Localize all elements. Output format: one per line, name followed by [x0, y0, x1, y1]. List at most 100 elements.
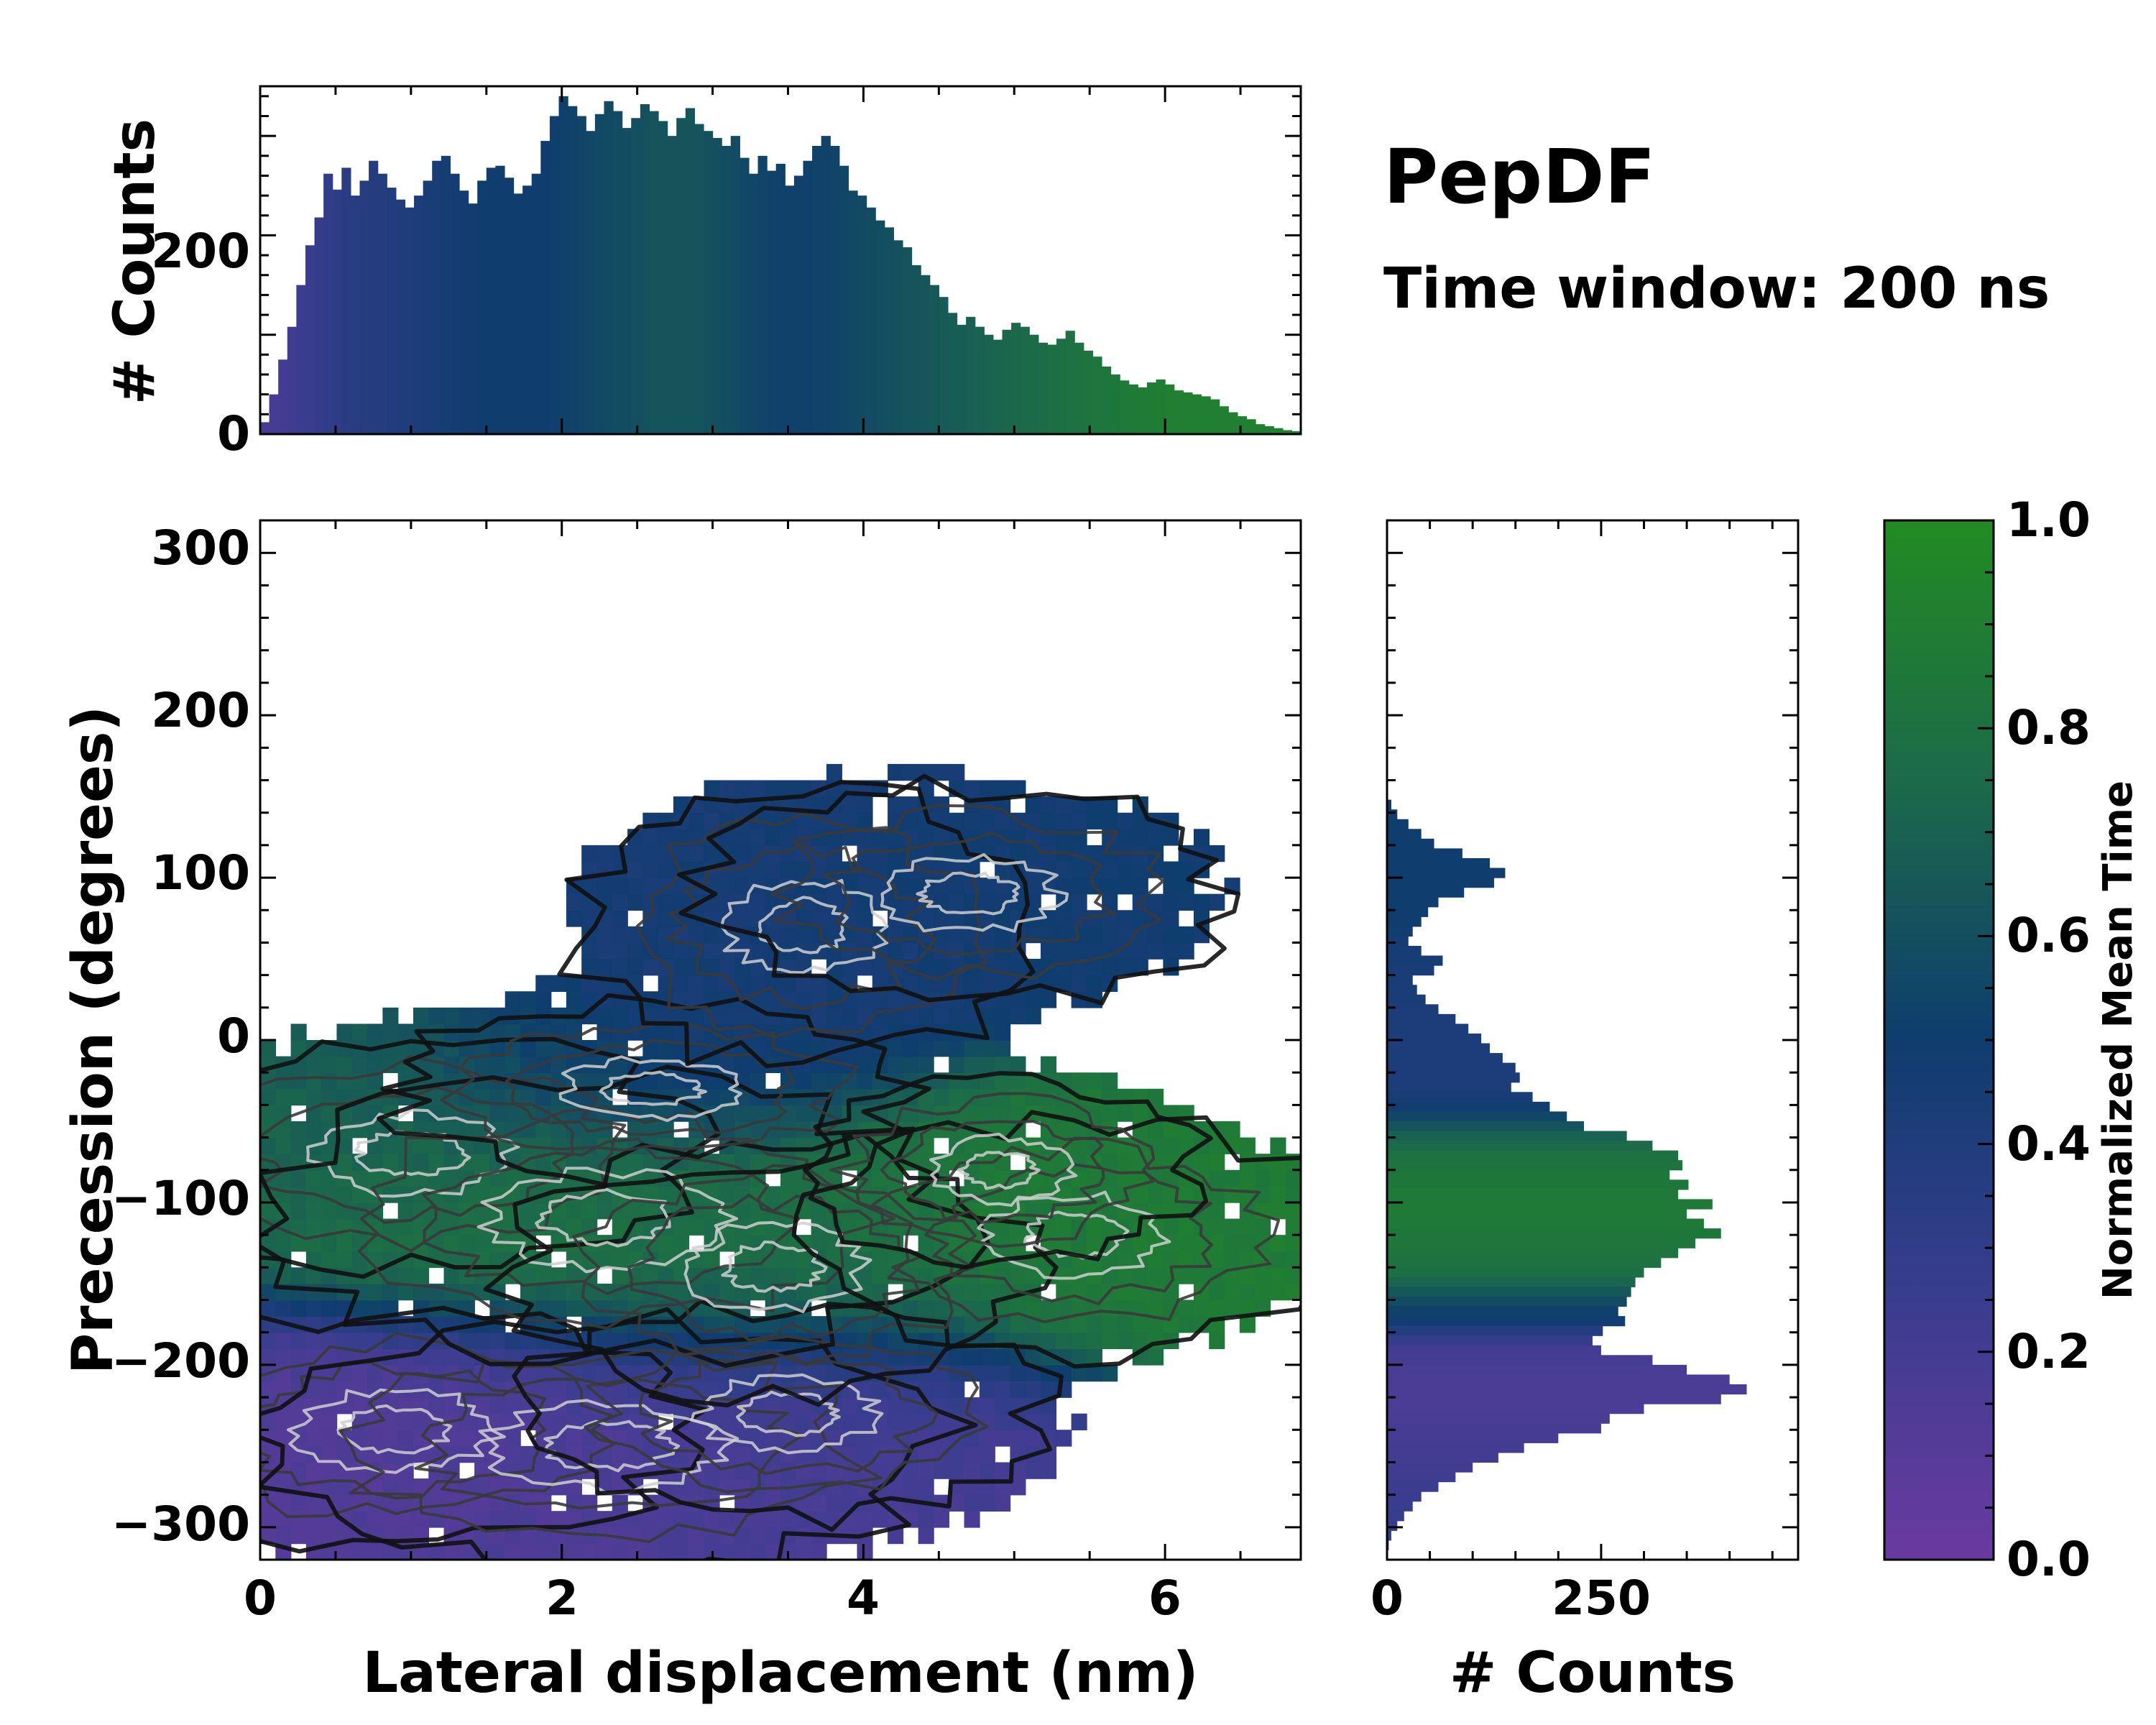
- heatmap-cell: [489, 1364, 506, 1382]
- heatmap-contour: [260, 1064, 990, 1368]
- top-histogram-bar: [1029, 334, 1039, 434]
- heatmap-cell: [1086, 1235, 1102, 1252]
- top-histogram-bar: [1065, 331, 1075, 434]
- colorbar-tick-label-0.2: 0.2: [2007, 1324, 2091, 1379]
- heatmap-cell: [765, 1251, 781, 1269]
- heatmap-cell: [1224, 1300, 1240, 1317]
- heatmap-cell: [1163, 829, 1179, 846]
- heatmap-cell: [367, 1072, 384, 1090]
- heatmap-cell: [290, 1348, 307, 1366]
- heatmap-cell: [1010, 845, 1026, 862]
- heatmap-cell: [734, 1154, 751, 1171]
- heatmap-cell: [750, 1154, 766, 1171]
- heatmap-cell: [857, 1007, 873, 1025]
- heatmap-cell: [382, 1430, 399, 1447]
- heatmap-cell: [489, 1105, 506, 1122]
- right-histogram-bar: [1387, 926, 1413, 937]
- heatmap-cell: [1148, 926, 1164, 944]
- right-histogram-bar: [1387, 1355, 1653, 1366]
- heatmap-cell: [382, 1283, 399, 1301]
- heatmap-cell: [857, 1056, 873, 1073]
- heatmap-cell: [489, 1543, 506, 1560]
- heatmap-cell: [1148, 1267, 1164, 1284]
- heatmap-cell: [474, 1235, 491, 1252]
- heatmap-cell: [903, 1413, 919, 1431]
- heatmap-cell: [811, 796, 827, 814]
- heatmap-cell: [750, 1527, 766, 1545]
- heatmap-cell: [1102, 893, 1118, 911]
- heatmap-cell: [1102, 1364, 1118, 1382]
- heatmap-cell: [1010, 829, 1026, 846]
- heatmap-cell: [275, 1332, 292, 1350]
- heatmap-cell: [1102, 1072, 1118, 1090]
- heatmap-contour: [665, 842, 937, 1011]
- right-xtick-label-250: 250: [1552, 1570, 1651, 1626]
- heatmap-cell: [780, 975, 797, 993]
- right-histogram-bar: [1387, 1404, 1644, 1414]
- heatmap-cell: [1025, 812, 1041, 830]
- heatmap-cell: [305, 1283, 322, 1301]
- main-ytick-label-0: 0: [217, 1008, 250, 1064]
- heatmap-cell: [918, 1413, 934, 1431]
- heatmap-cell: [949, 1494, 965, 1512]
- heatmap-cell: [979, 1056, 995, 1073]
- heatmap-contour: [690, 1373, 884, 1455]
- top-histogram: 0 200 # Counts: [103, 85, 1302, 461]
- heatmap-cell: [321, 1413, 338, 1431]
- top-histogram-bar: [287, 326, 297, 434]
- heatmap-cell: [1010, 1430, 1026, 1447]
- heatmap-cell: [857, 812, 873, 830]
- heatmap-cell: [459, 1364, 475, 1382]
- heatmap-contours: [260, 773, 1301, 1560]
- heatmap-cell: [857, 991, 873, 1008]
- heatmap-cell: [642, 926, 659, 944]
- heatmap-cell: [489, 1511, 506, 1528]
- heatmap-cell: [428, 1105, 445, 1122]
- heatmap-cell: [596, 1332, 613, 1350]
- heatmap-cell: [673, 926, 690, 944]
- heatmap-cell: [750, 1364, 766, 1382]
- heatmap-cell: [413, 1137, 430, 1154]
- heatmap-cell: [734, 1202, 751, 1220]
- heatmap-cell: [321, 1105, 338, 1122]
- right-histogram-bar: [1387, 897, 1439, 908]
- heatmap-cell: [1178, 1186, 1194, 1203]
- heatmap-cell: [321, 1381, 338, 1398]
- heatmap-cell: [1270, 1169, 1286, 1187]
- heatmap-cell: [857, 893, 873, 911]
- top-histogram-bar: [568, 106, 578, 434]
- heatmap-cell: [933, 829, 950, 846]
- right-histogram-bar: [1387, 829, 1422, 840]
- heatmap-cell: [1178, 893, 1194, 911]
- heatmap-cell: [888, 1478, 904, 1496]
- heatmap-cell: [305, 1430, 322, 1447]
- heatmap-cell: [688, 1007, 705, 1025]
- heatmap-cell: [321, 1235, 338, 1252]
- heatmap-cell: [550, 1511, 567, 1528]
- top-histogram-bar: [640, 104, 650, 434]
- right-histogram-bar: [1387, 1053, 1503, 1064]
- heatmap-cell: [336, 1154, 353, 1171]
- heatmap-cell: [1239, 1251, 1256, 1269]
- heatmap-cell: [1025, 1332, 1041, 1350]
- heatmap-cell: [382, 1007, 399, 1025]
- heatmap-cell: [734, 1445, 751, 1463]
- heatmap-cell: [581, 845, 598, 862]
- top-histogram-bar: [269, 394, 279, 434]
- heatmap-cell: [979, 1105, 995, 1122]
- heatmap-cell: [1132, 812, 1148, 830]
- right-histogram-bar: [1387, 1199, 1713, 1210]
- heatmap-cell: [459, 1007, 475, 1025]
- heatmap-cell: [780, 1462, 797, 1479]
- heatmap-cell: [826, 763, 842, 781]
- heatmap-cell: [1209, 1218, 1225, 1236]
- heatmap-cell: [550, 1381, 567, 1398]
- heatmap-cell: [642, 861, 659, 878]
- heatmap-cell: [1148, 1251, 1164, 1269]
- heatmap-cell: [566, 1251, 582, 1269]
- right-histogram-bar: [1387, 965, 1434, 976]
- heatmap-cell: [704, 1251, 720, 1269]
- heatmap-cell: [550, 1283, 567, 1301]
- heatmap-cell: [949, 1056, 965, 1073]
- top-histogram-bar: [1201, 396, 1211, 434]
